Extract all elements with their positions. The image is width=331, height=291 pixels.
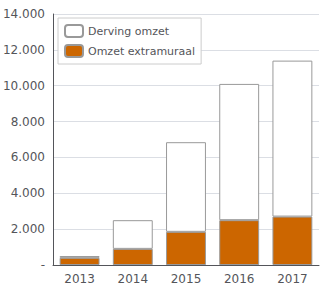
svg-text:10.000: 10.000 <box>3 79 45 93</box>
svg-text:14.000: 14.000 <box>3 7 45 21</box>
svg-text:4.000: 4.000 <box>11 186 45 200</box>
svg-text:2015: 2015 <box>171 272 202 286</box>
svg-text:2013: 2013 <box>64 272 95 286</box>
svg-text:12.000: 12.000 <box>3 43 45 57</box>
svg-text:2016: 2016 <box>224 272 255 286</box>
svg-text:2017: 2017 <box>277 272 308 286</box>
svg-text:2014: 2014 <box>118 272 149 286</box>
svg-text:2.000: 2.000 <box>11 222 45 236</box>
svg-text:Derving omzet: Derving omzet <box>88 25 170 38</box>
svg-text:8.000: 8.000 <box>11 115 45 129</box>
svg-text:6.000: 6.000 <box>11 150 45 164</box>
svg-text:Omzet extramuraal: Omzet extramuraal <box>88 45 195 58</box>
svg-text:-: - <box>41 258 45 272</box>
